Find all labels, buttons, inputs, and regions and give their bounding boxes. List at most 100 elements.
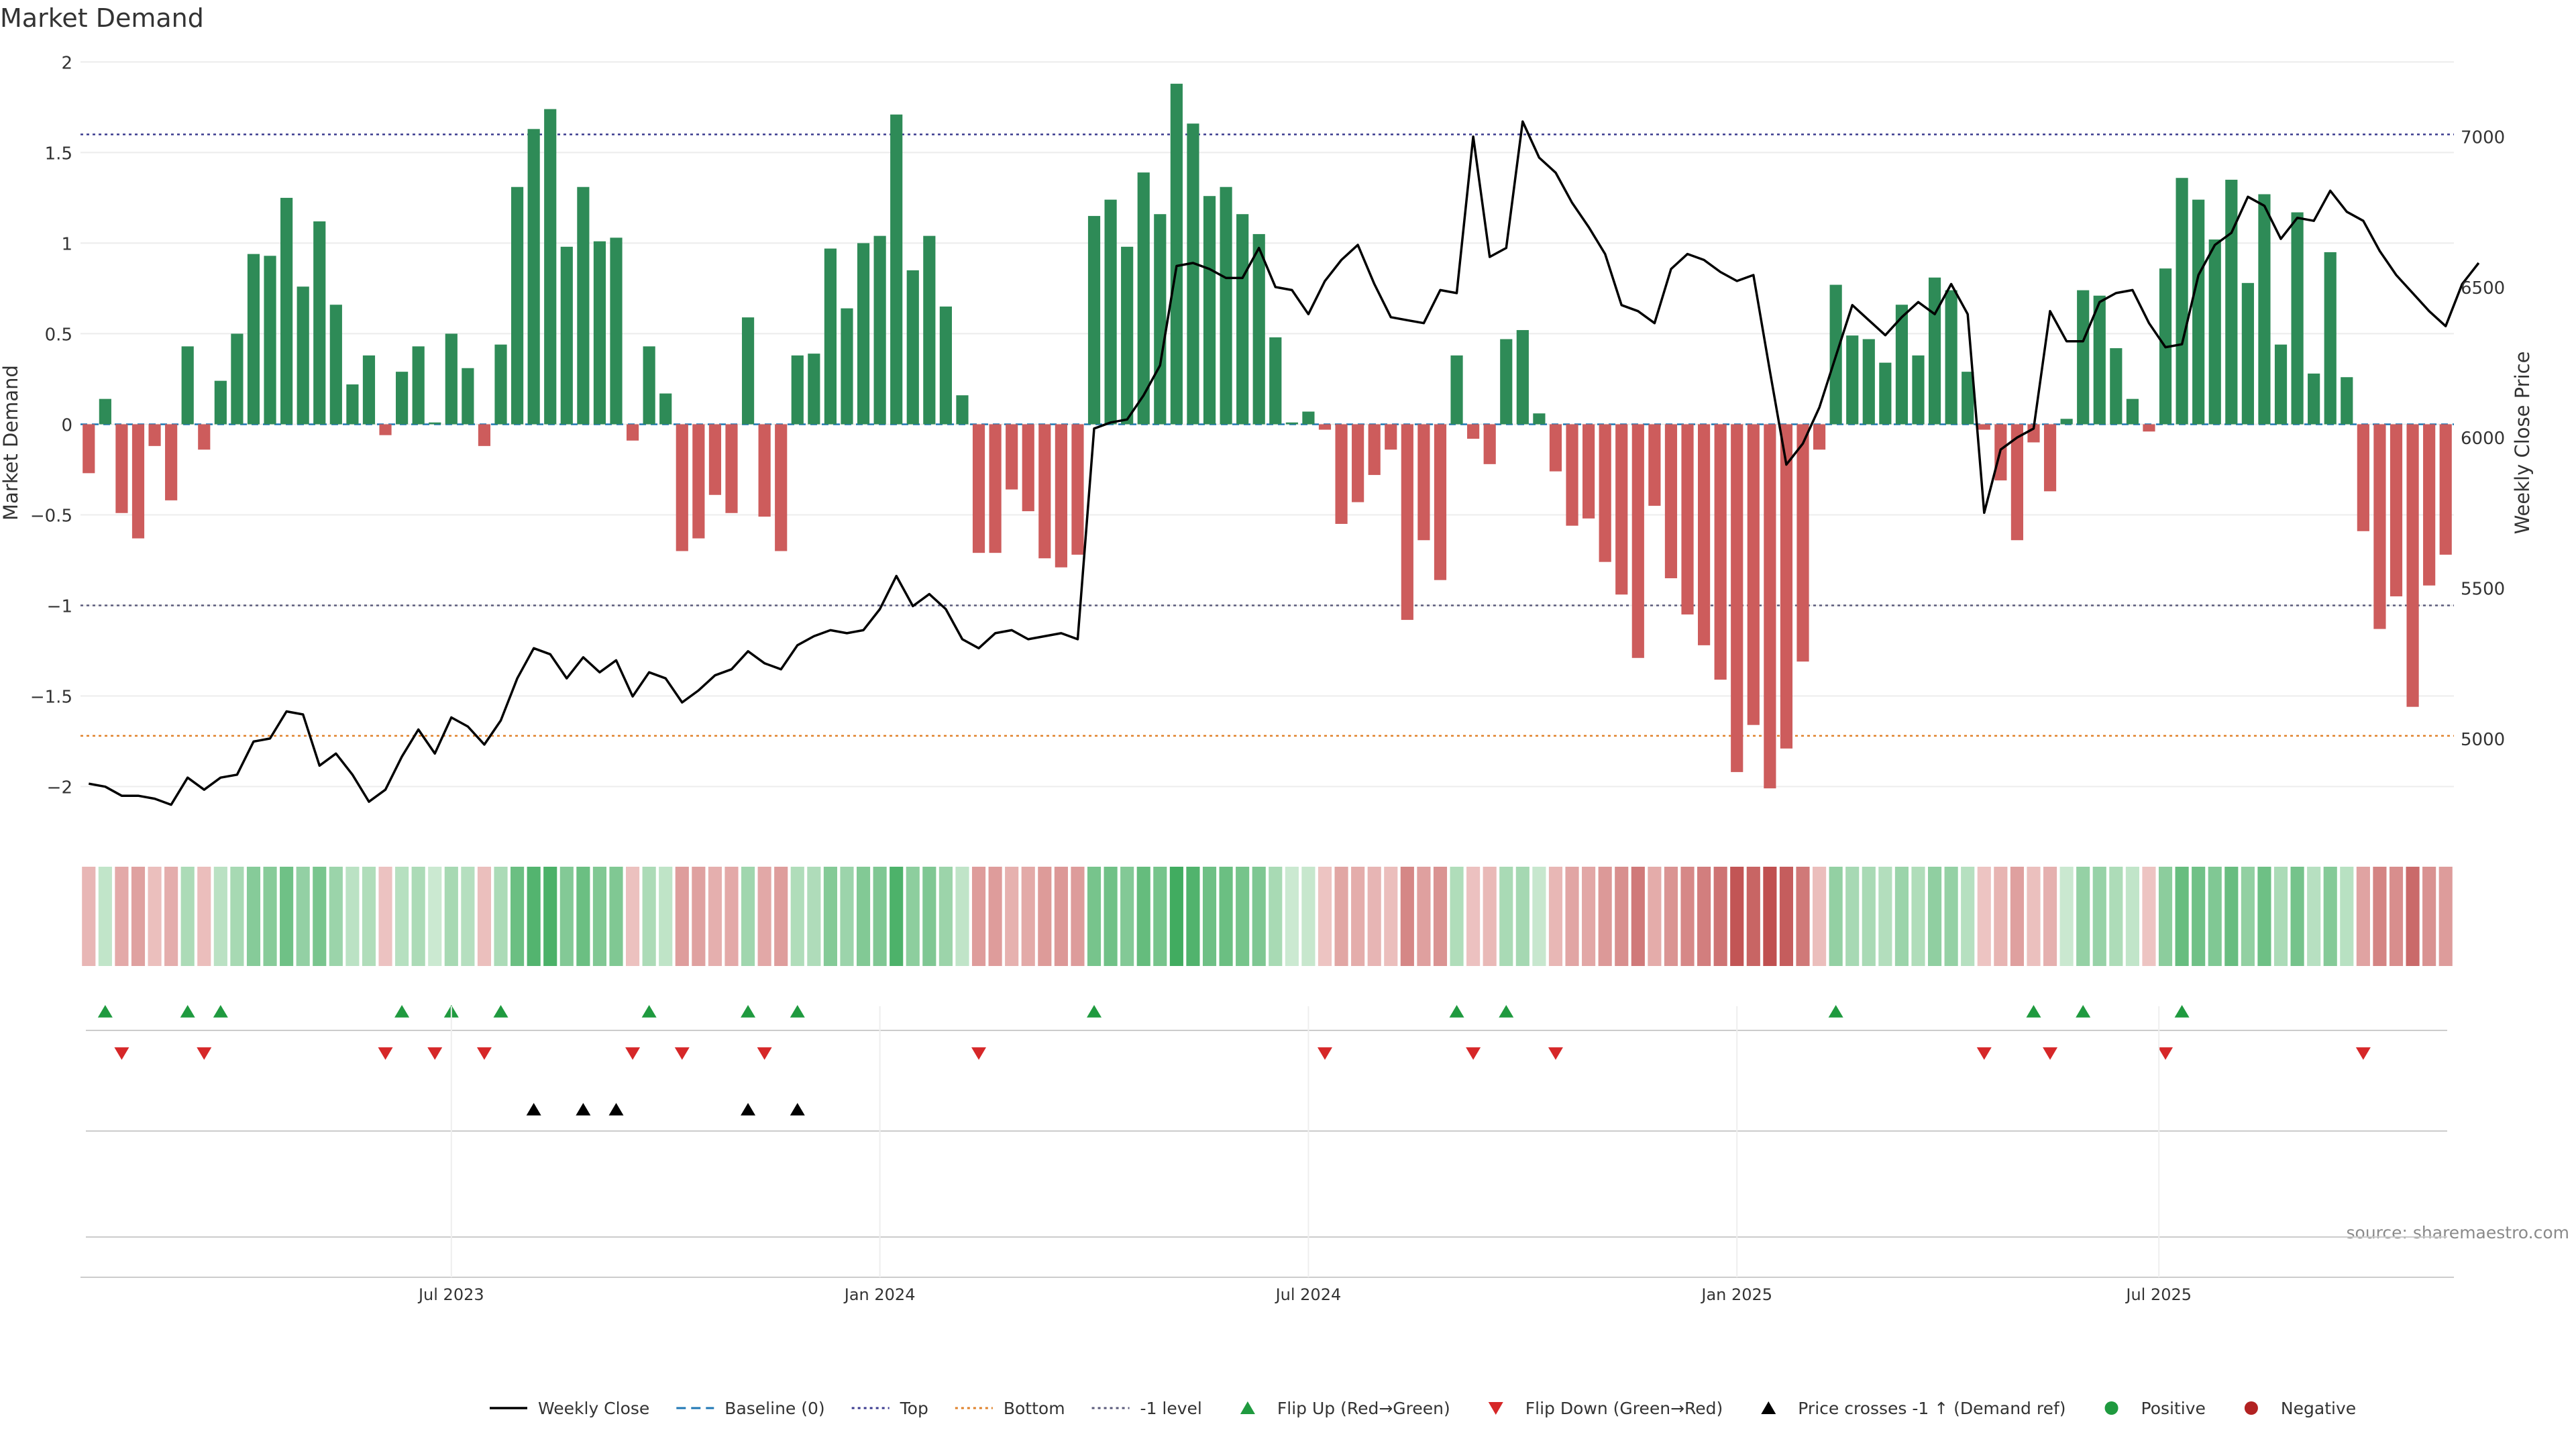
demand-bar bbox=[1302, 411, 1315, 425]
heat-strip-cell bbox=[642, 867, 656, 966]
heat-strip-cell bbox=[938, 867, 953, 966]
demand-bar bbox=[2390, 424, 2403, 596]
demand-bar bbox=[808, 354, 820, 425]
demand-bar bbox=[445, 333, 458, 425]
flip-down-marker bbox=[378, 1047, 393, 1060]
heat-strip-cell bbox=[362, 867, 376, 966]
heat-strip-cell bbox=[1071, 867, 1085, 966]
demand-bar bbox=[1417, 424, 1430, 541]
heat-strip-cell bbox=[2323, 867, 2337, 966]
demand-bar bbox=[560, 246, 573, 425]
heat-strip-cell bbox=[1169, 867, 1183, 966]
heat-strip-cell bbox=[1532, 867, 1546, 966]
heat-strip-cell bbox=[675, 867, 689, 966]
flip-down-marker bbox=[1317, 1047, 1332, 1060]
heat-strip-cell bbox=[1977, 867, 1991, 966]
heat-strip-cell bbox=[1829, 867, 1843, 966]
price-cross-marker bbox=[790, 1103, 805, 1116]
flip-down-marker bbox=[674, 1047, 690, 1060]
heat-strip-cell bbox=[840, 867, 854, 966]
heat-strip-cell bbox=[2043, 867, 2057, 966]
heat-strip-cell bbox=[2010, 867, 2024, 966]
price-cross-marker bbox=[741, 1103, 756, 1116]
demand-bar bbox=[148, 424, 161, 446]
demand-bar bbox=[214, 380, 227, 425]
heat-strip-cell bbox=[1664, 867, 1678, 966]
demand-bar bbox=[2341, 377, 2353, 425]
heat-strip-cell bbox=[1878, 867, 1892, 966]
heat-strip-cell bbox=[2307, 867, 2321, 966]
demand-bar bbox=[297, 286, 309, 425]
heat-strip-cell bbox=[164, 867, 178, 966]
date-axis: Jul 2023 Jan 2024 Jul 2024 Jan 2025 Jul 2025 bbox=[80, 1006, 2454, 1304]
demand-bar bbox=[890, 114, 903, 425]
y2-tick-label: 6500 bbox=[2461, 278, 2505, 299]
flip-down-marker bbox=[2158, 1047, 2174, 1060]
heat-strip-cell bbox=[1565, 867, 1579, 966]
weekly-close-line bbox=[88, 120, 2480, 806]
heat-strip-cell bbox=[922, 867, 936, 966]
demand-bar bbox=[873, 235, 886, 425]
demand-bar bbox=[1467, 424, 1480, 439]
heat-strip-cell bbox=[724, 867, 739, 966]
flip-up-marker bbox=[2076, 1005, 2091, 1018]
demand-bar bbox=[527, 129, 540, 425]
flip-up-marker bbox=[180, 1005, 195, 1018]
heat-strip-cell bbox=[741, 867, 755, 966]
demand-bar bbox=[2176, 178, 2188, 425]
heat-strip-cell bbox=[1005, 867, 1019, 966]
demand-bar bbox=[412, 346, 425, 425]
demand-bar bbox=[989, 424, 1002, 553]
demand-bar bbox=[2406, 424, 2419, 707]
flip-up-marker bbox=[2026, 1005, 2041, 1018]
demand-bar bbox=[346, 384, 359, 425]
demand-bar bbox=[2093, 295, 2106, 425]
flip-down-marker bbox=[427, 1047, 443, 1060]
chart-title: Market Demand bbox=[0, 3, 204, 33]
heat-strip-cell bbox=[543, 867, 557, 966]
heat-strip-cell bbox=[2422, 867, 2436, 966]
demand-bar bbox=[313, 221, 326, 425]
heat-strip-cell bbox=[807, 867, 821, 966]
demand-bars bbox=[83, 83, 2452, 789]
flip-up-marker bbox=[1828, 1005, 1843, 1018]
demand-bar bbox=[2258, 194, 2271, 425]
heat-strip-cell bbox=[131, 867, 146, 966]
demand-bar bbox=[1681, 424, 1694, 614]
heat-strip-cell bbox=[1944, 867, 1958, 966]
legend: Weekly Close Baseline (0) Top Bottom -1 leve… bbox=[490, 1399, 2356, 1418]
heat-strip-cell bbox=[1746, 867, 1760, 966]
heat-strip-cell bbox=[1515, 867, 1529, 966]
heat-strip-cell bbox=[2125, 867, 2139, 966]
reference-lines bbox=[80, 133, 2454, 737]
flip-up-marker bbox=[493, 1005, 508, 1018]
heat-strip-cell bbox=[1351, 867, 1365, 966]
demand-bar bbox=[2143, 424, 2155, 432]
demand-bar bbox=[1879, 362, 1892, 425]
flip-up-marker bbox=[97, 1005, 113, 1018]
legend-label: Positive bbox=[2141, 1399, 2206, 1418]
heat-strip-cell bbox=[1136, 867, 1150, 966]
y-tick-label: −2 bbox=[47, 777, 72, 798]
source-note: source: sharemaestro.com bbox=[2347, 1223, 2570, 1242]
heat-strip-cell bbox=[477, 867, 492, 966]
legend-symbol-circle bbox=[2104, 1401, 2118, 1415]
legend-symbol-triangle-up bbox=[1240, 1401, 1255, 1414]
heat-strip-cell bbox=[378, 867, 392, 966]
demand-bar bbox=[923, 235, 936, 425]
heat-strip-cell bbox=[592, 867, 607, 966]
demand-bar bbox=[396, 372, 409, 425]
demand-bar bbox=[1813, 424, 1826, 450]
demand-bar bbox=[1252, 233, 1265, 425]
heat-strip-cell bbox=[1038, 867, 1052, 966]
heat-strip-cell bbox=[444, 867, 458, 966]
demand-bar bbox=[2274, 344, 2288, 425]
demand-bar bbox=[2308, 373, 2320, 425]
flip-up-marker bbox=[641, 1005, 657, 1018]
demand-bar bbox=[824, 248, 837, 425]
demand-bar bbox=[1483, 424, 1496, 464]
heat-strip-cell bbox=[411, 867, 425, 966]
price-cross-marker bbox=[576, 1103, 591, 1116]
demand-bar bbox=[758, 424, 771, 517]
